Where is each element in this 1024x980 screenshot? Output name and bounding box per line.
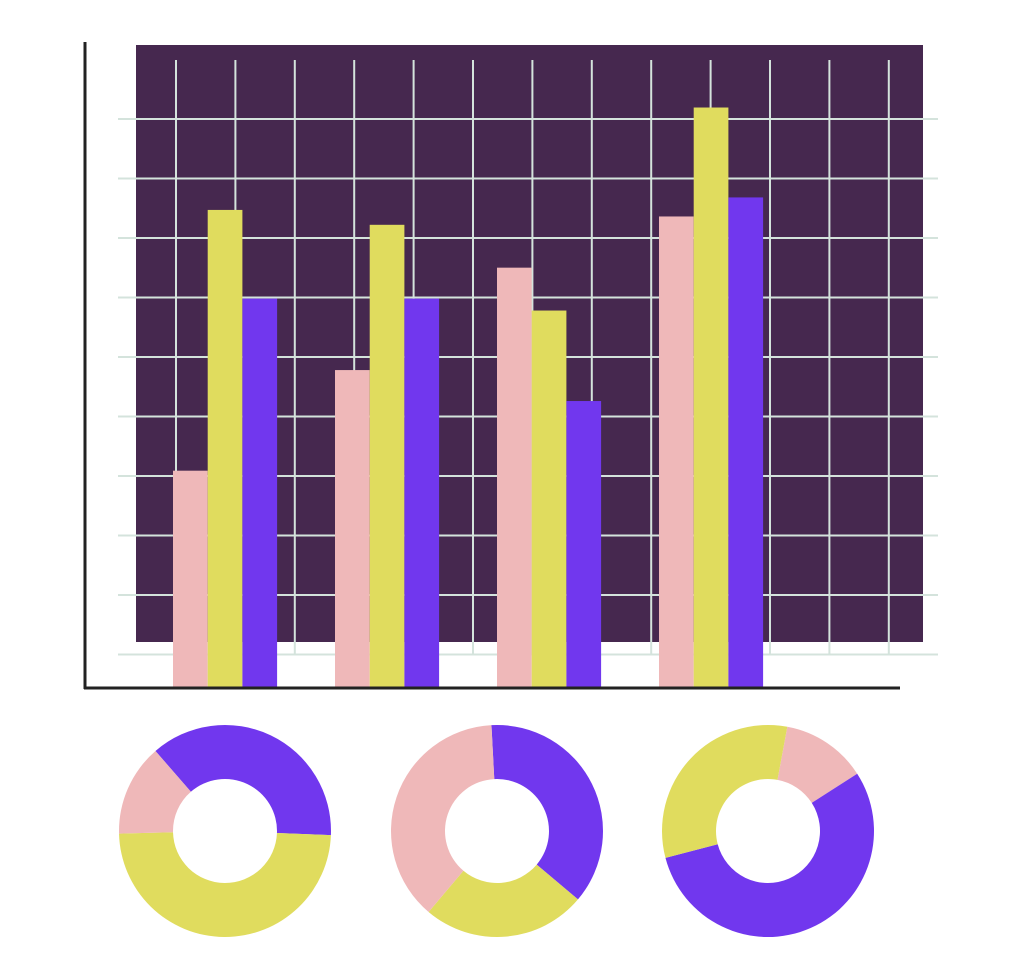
donut-segment: [665, 773, 874, 937]
bar: [369, 224, 405, 688]
bar: [566, 401, 602, 688]
donut-segment: [491, 724, 604, 900]
donut-segment: [428, 864, 578, 938]
donut-segment: [155, 725, 331, 836]
donut-segment: [119, 751, 191, 834]
bar: [659, 216, 694, 688]
bar: [404, 298, 440, 688]
bar: [173, 470, 208, 688]
bar: [497, 267, 532, 688]
bar: [728, 197, 764, 689]
bar: [335, 370, 370, 688]
donut-segment: [662, 725, 788, 858]
donut-segment: [119, 832, 331, 938]
donut-segment: [390, 725, 495, 912]
bar: [242, 298, 278, 688]
donut-segment: [777, 726, 858, 803]
bar: [693, 107, 729, 688]
bar: [207, 209, 243, 688]
bar: [531, 310, 567, 688]
